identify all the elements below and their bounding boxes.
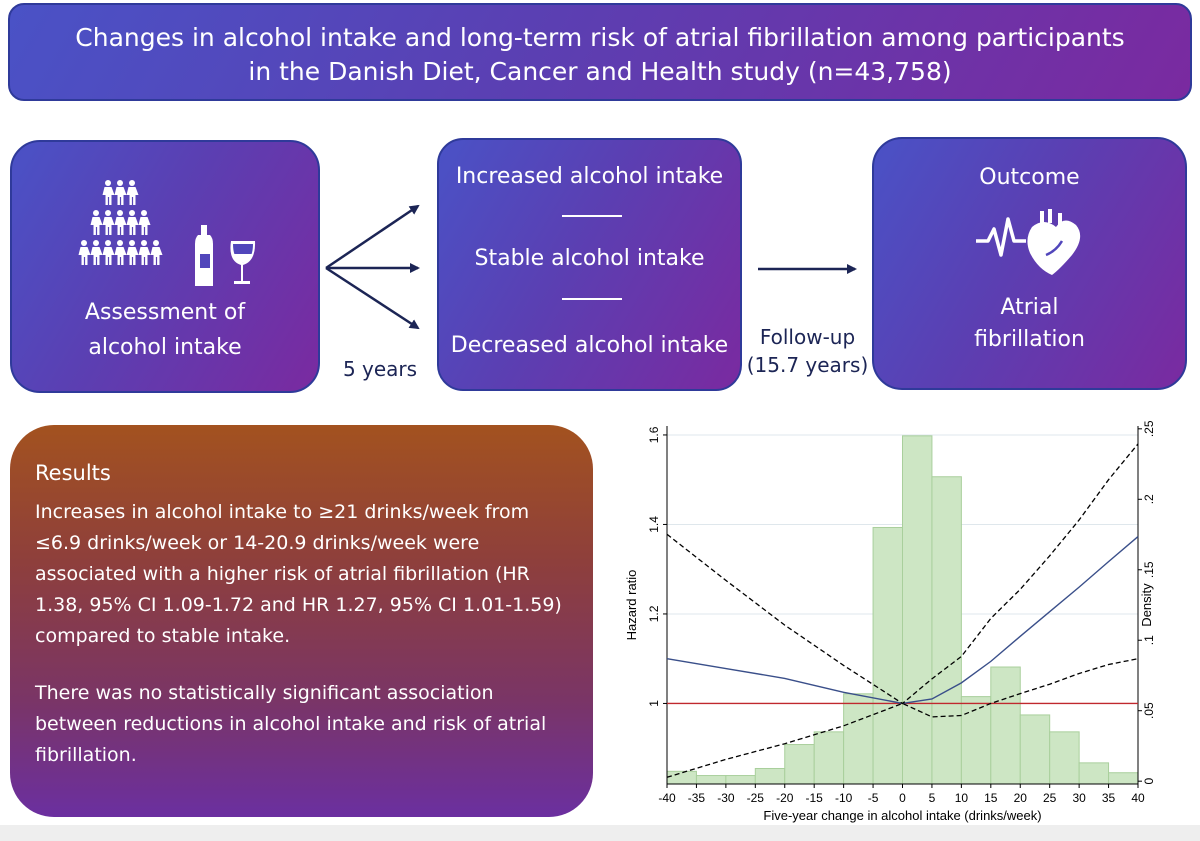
y-axis-title: Hazard ratio [624,570,639,641]
histogram-bar [813,731,845,785]
person-icon [90,240,103,265]
divider-2 [562,298,622,300]
results-panel: Results Increases in alcohol intake to ≥… [10,425,593,817]
ci-line [666,658,1139,778]
y2-tick-label: .2 [1142,494,1156,504]
person-icon [114,180,127,205]
y2-tick-label: .1 [1142,635,1156,645]
person-icon [150,240,163,265]
hazard-ratio-line [666,535,1139,705]
x-tick-label: -35 [688,791,706,805]
assessment-line-2: alcohol intake [88,335,242,360]
assessment-box: Assessment of alcohol intake [10,140,320,393]
x-tick-label: -5 [868,791,879,805]
divider-1 [562,215,622,217]
histogram-bar [784,744,815,785]
histogram-bar [1019,714,1051,785]
people-and-wine-icon [78,180,256,286]
histogram-bar [990,666,1021,785]
intake-groups-box: Increased alcohol intake Stable alcohol … [437,138,742,391]
x-tick-label: -15 [806,791,824,805]
person-icon [114,210,127,235]
y2-axis-title: Density [1139,583,1154,627]
ci-line [666,443,1139,705]
x-tick-label: 10 [955,791,969,805]
figure-title: Changes in alcohol intake and long-term … [75,23,1125,86]
heart-ecg-icon [976,209,1081,275]
x-tick-label: -40 [658,791,676,805]
person-icon [78,240,91,265]
y2-tick-label: .25 [1142,420,1156,437]
histogram-bar [960,696,992,785]
histogram-bar [725,775,756,785]
person-icon [90,210,103,235]
hazard-ratio-chart: -40 -35 -30 -25 -20 -15 -10 -5 0 5 10 15 20 25 30 35 401… [624,420,1156,823]
results-paragraph-2: There was no statistically significant a… [35,682,547,766]
x-tick-label: 40 [1131,791,1145,805]
x-tick-label: 35 [1102,791,1116,805]
person-icon [102,180,115,205]
title-banner: Changes in alcohol intake and long-term … [8,3,1192,101]
x-tick-label: 25 [1043,791,1057,805]
results-paragraph-1: Increases in alcohol intake to ≥21 drink… [35,501,562,647]
group-decreased: Decreased alcohol intake [450,333,729,358]
y-tick-label: 1.2 [647,605,661,622]
person-icon [114,240,127,265]
x-tick-label: -25 [747,791,765,805]
person-icon [138,210,151,235]
group-stable: Stable alcohol intake [474,246,705,271]
person-icon [138,240,151,265]
y2-tick-label: 0 [1142,778,1156,785]
histogram-bar [695,775,727,785]
histogram-bar [666,770,697,785]
x-tick-label: -30 [717,791,735,805]
arrow-to-increased [325,204,420,270]
outcome-box: Outcome Atrial fibrillation [872,137,1187,390]
results-title: Results [35,461,111,485]
followup-label: Follow-up (15.7 years) [740,323,875,379]
x-tick-label: 20 [1014,791,1028,805]
followup-line-2: (15.7 years) [746,353,869,377]
x-tick-label: -10 [835,791,853,805]
x-tick-label: -20 [776,791,794,805]
histogram-bar [1108,772,1139,785]
person-icon [126,240,139,265]
person-icon [102,240,115,265]
y-tick-label: 1.6 [647,426,661,443]
x-axis-title: Five-year change in alcohol intake (drin… [763,808,1041,823]
x-tick-label: 15 [984,791,998,805]
y-tick-label: 1 [647,700,661,707]
histogram-bar [1078,762,1110,785]
histogram-bar [872,526,903,785]
x-tick-label: 5 [929,791,936,805]
histogram-bar [902,435,933,785]
person-icon [102,210,115,235]
outcome-line-1: Atrial [1000,295,1059,320]
x-tick-label: 30 [1072,791,1086,805]
outcome-heading: Outcome [979,165,1080,190]
y-tick-label: 1.4 [647,516,661,533]
histogram-bar [754,767,786,785]
x-tick-label: 0 [899,791,906,805]
person-icon [126,180,139,205]
arrow-to-decreased [325,266,420,330]
person-icon [126,210,139,235]
outcome-line-2: fibrillation [974,327,1085,352]
histogram-bar [931,476,962,785]
histogram-bar [1049,731,1080,785]
y2-tick-label: .15 [1142,561,1156,578]
assessment-line-1: Assessment of [84,300,246,325]
interval-label: 5 years [342,357,418,381]
y2-tick-label: .05 [1142,702,1156,719]
histogram-bar [843,693,874,785]
footer-strip [0,825,1200,841]
group-increased: Increased alcohol intake [455,164,724,189]
followup-line-1: Follow-up [759,325,856,349]
